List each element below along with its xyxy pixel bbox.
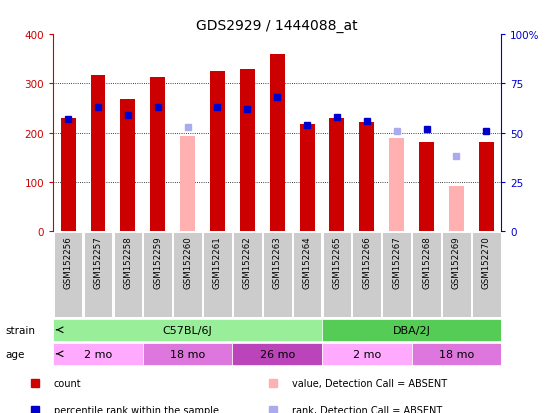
FancyBboxPatch shape [263, 232, 292, 317]
FancyBboxPatch shape [53, 343, 143, 365]
Bar [120, 100, 136, 231]
Text: 26 mo: 26 mo [260, 349, 295, 359]
Text: GSM152256: GSM152256 [64, 235, 73, 288]
FancyBboxPatch shape [54, 232, 82, 317]
FancyBboxPatch shape [412, 232, 441, 317]
Text: DBA/2J: DBA/2J [393, 325, 431, 335]
FancyBboxPatch shape [322, 319, 501, 341]
FancyBboxPatch shape [114, 232, 142, 317]
Bar [150, 78, 165, 231]
FancyBboxPatch shape [293, 232, 321, 317]
Text: count: count [54, 378, 81, 389]
Text: GSM152269: GSM152269 [452, 235, 461, 288]
Bar [300, 124, 315, 231]
Text: age: age [6, 349, 25, 359]
Bar [240, 69, 255, 231]
Text: GSM152258: GSM152258 [123, 235, 132, 288]
Text: strain: strain [6, 325, 36, 335]
Text: GSM152259: GSM152259 [153, 235, 162, 288]
Text: GSM152257: GSM152257 [94, 235, 102, 288]
Bar [270, 55, 284, 231]
Text: GSM152263: GSM152263 [273, 235, 282, 288]
Text: GSM152264: GSM152264 [302, 235, 311, 288]
FancyBboxPatch shape [53, 319, 322, 341]
FancyBboxPatch shape [442, 232, 471, 317]
FancyBboxPatch shape [412, 343, 501, 365]
Text: 2 mo: 2 mo [353, 349, 381, 359]
Text: GSM152266: GSM152266 [362, 235, 371, 288]
FancyBboxPatch shape [232, 343, 322, 365]
Text: GSM152268: GSM152268 [422, 235, 431, 288]
Text: GSM152267: GSM152267 [392, 235, 401, 288]
Text: value, Detection Call = ABSENT: value, Detection Call = ABSENT [292, 378, 447, 389]
Text: rank, Detection Call = ABSENT: rank, Detection Call = ABSENT [292, 405, 442, 413]
Text: percentile rank within the sample: percentile rank within the sample [54, 405, 219, 413]
Bar [329, 119, 344, 231]
FancyBboxPatch shape [203, 232, 232, 317]
Bar [91, 75, 105, 231]
Bar [180, 137, 195, 231]
Text: C57BL/6J: C57BL/6J [163, 325, 212, 335]
Text: GSM152270: GSM152270 [482, 235, 491, 288]
FancyBboxPatch shape [173, 232, 202, 317]
Text: GSM152262: GSM152262 [243, 235, 252, 288]
Text: 18 mo: 18 mo [170, 349, 205, 359]
Text: GSM152260: GSM152260 [183, 235, 192, 288]
FancyBboxPatch shape [83, 232, 113, 317]
Bar [449, 186, 464, 231]
Bar [360, 122, 374, 231]
FancyBboxPatch shape [472, 232, 501, 317]
Bar [60, 119, 76, 231]
Bar [479, 143, 494, 231]
Text: GSM152261: GSM152261 [213, 235, 222, 288]
Bar [389, 139, 404, 231]
FancyBboxPatch shape [382, 232, 411, 317]
Text: GSM152265: GSM152265 [333, 235, 342, 288]
Text: 2 mo: 2 mo [84, 349, 112, 359]
FancyBboxPatch shape [233, 232, 262, 317]
FancyBboxPatch shape [323, 232, 351, 317]
Bar [419, 143, 434, 231]
FancyBboxPatch shape [143, 232, 172, 317]
Text: 18 mo: 18 mo [439, 349, 474, 359]
FancyBboxPatch shape [322, 343, 412, 365]
Bar [210, 72, 225, 231]
Title: GDS2929 / 1444088_at: GDS2929 / 1444088_at [197, 19, 358, 33]
FancyBboxPatch shape [143, 343, 232, 365]
FancyBboxPatch shape [352, 232, 381, 317]
